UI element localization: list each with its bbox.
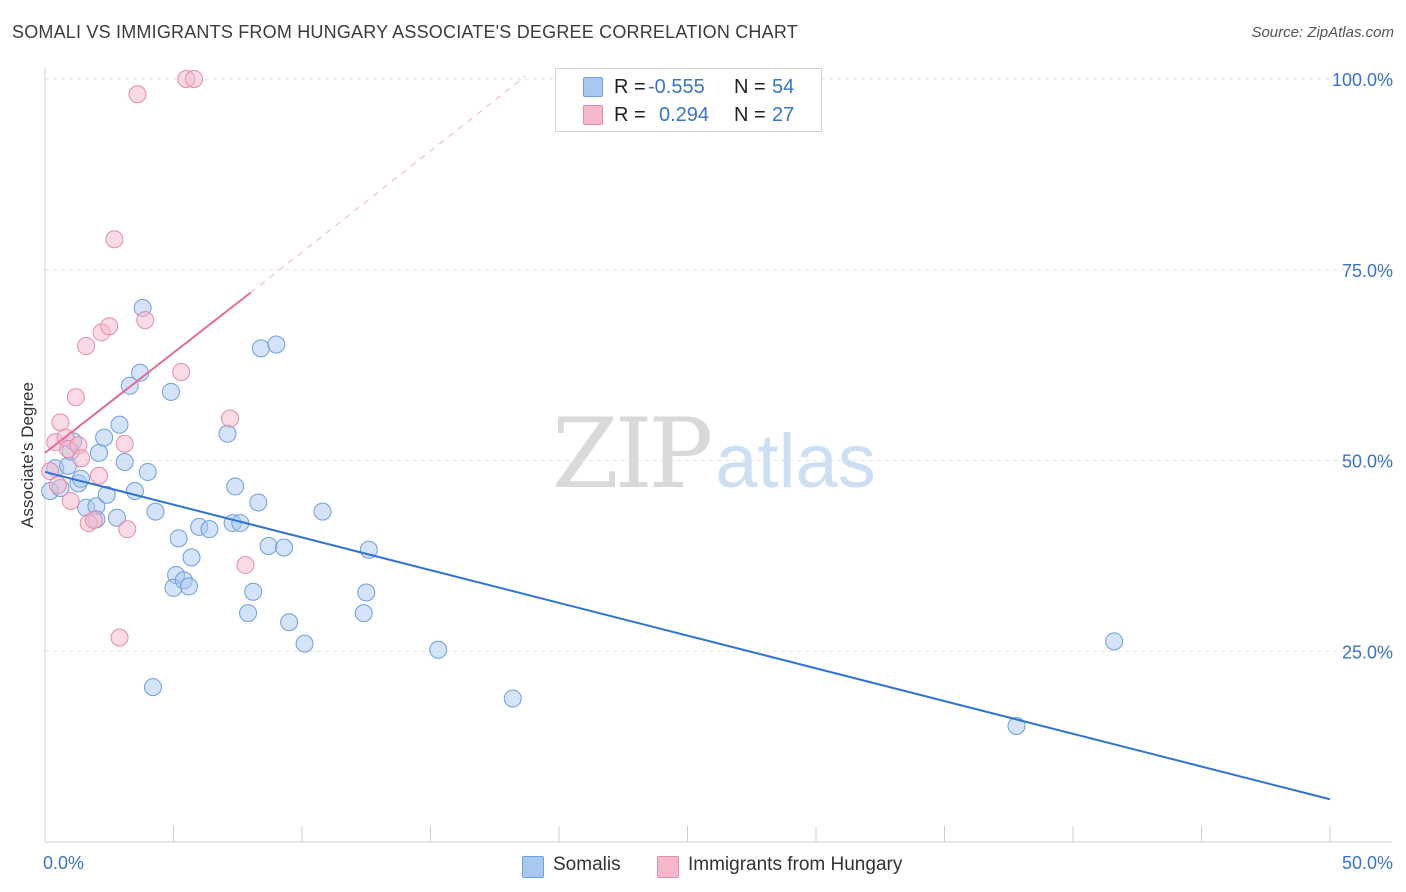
legend-label-hungary: Immigrants from Hungary <box>688 854 903 875</box>
somali-point <box>182 548 201 567</box>
legend-label-somalis: Somalis <box>553 854 621 875</box>
legend-swatch-somalis <box>522 856 544 878</box>
somali-point <box>110 415 129 434</box>
somali-point <box>249 493 268 512</box>
somali-point <box>179 577 198 596</box>
stats-n-label: N = <box>734 104 766 126</box>
hungary-point <box>236 556 255 575</box>
hungary-point <box>61 491 80 510</box>
x-tick-label-min: 0.0% <box>43 853 84 873</box>
zipatlas-watermark: ZIPatlas <box>552 398 876 510</box>
hungary-point <box>71 449 90 468</box>
stats-n-value: 27 <box>772 104 795 126</box>
somali-point <box>503 689 522 708</box>
hungary-point <box>41 462 60 481</box>
y-tick-label: 50.0% <box>1342 452 1393 472</box>
somali-point <box>239 604 258 623</box>
somali-point <box>146 502 165 521</box>
hungary-point <box>84 511 103 530</box>
somali-point <box>354 604 373 623</box>
watermark-atlas: atlas <box>715 419 876 504</box>
hungary-point <box>89 466 108 485</box>
hungary-trend-line <box>44 291 252 454</box>
hungary-trend-extension <box>250 75 526 294</box>
stats-swatch-hungary <box>583 105 603 125</box>
somali-point <box>251 339 270 358</box>
somali-point <box>95 428 114 447</box>
hungary-point <box>105 230 124 249</box>
somali-point <box>244 582 263 601</box>
somali-point <box>143 678 162 697</box>
somali-point <box>313 502 332 521</box>
stats-n-value: 54 <box>772 76 795 98</box>
somali-point <box>107 508 126 527</box>
stats-r-value: 0.294 <box>659 104 710 126</box>
y-tick-label: 75.0% <box>1342 261 1393 281</box>
hungary-point <box>221 409 240 428</box>
hungary-point <box>172 362 191 381</box>
somali-point <box>275 538 294 557</box>
somali-point <box>295 634 314 653</box>
hungary-point <box>115 434 134 453</box>
somali-point <box>267 335 286 354</box>
stats-row-hungary: R = 0.294 N = 27 <box>556 101 821 129</box>
hungary-point <box>48 475 67 494</box>
watermark-zip: ZIP <box>552 398 713 510</box>
somali-point <box>1105 632 1124 651</box>
somali-point <box>169 529 188 548</box>
hungary-point <box>66 388 85 407</box>
stats-r-label: R = <box>614 76 646 98</box>
legend-swatch-hungary <box>657 856 679 878</box>
chart-legend: Somalis Immigrants from Hungary <box>0 850 1406 880</box>
somali-point <box>226 477 245 496</box>
correlation-stats-box: R = -0.555 N = 54 R = 0.294 N = 27 <box>555 68 822 132</box>
somali-point <box>357 583 376 602</box>
stats-r-label: R = <box>614 104 646 126</box>
y-tick-label: 25.0% <box>1342 642 1393 662</box>
somali-point <box>218 424 237 443</box>
somali-trend-line <box>44 470 1331 801</box>
somali-point <box>97 485 116 504</box>
somali-point <box>138 462 157 481</box>
somali-point <box>1007 717 1026 736</box>
stats-row-somalis: R = -0.555 N = 54 <box>556 73 821 101</box>
somali-point <box>200 520 219 539</box>
source-credit: Source: ZipAtlas.com <box>1251 24 1394 41</box>
x-tick-label-max: 50.0% <box>1342 853 1393 873</box>
hungary-point <box>100 317 119 336</box>
somali-point <box>259 536 278 555</box>
hungary-point <box>118 520 137 539</box>
somali-point <box>89 443 108 462</box>
hungary-point <box>110 628 129 647</box>
stats-swatch-somalis <box>583 77 603 97</box>
somali-point <box>280 613 299 632</box>
y-axis-label: Associate's Degree <box>18 382 37 528</box>
hungary-point <box>136 311 155 330</box>
hungary-point <box>51 413 70 432</box>
chart-title: SOMALI VS IMMIGRANTS FROM HUNGARY ASSOCI… <box>12 22 798 42</box>
somali-point <box>161 382 180 401</box>
hungary-point <box>185 70 204 88</box>
somali-point <box>429 640 448 659</box>
stats-n-label: N = <box>734 76 766 98</box>
hungary-point <box>77 337 96 356</box>
stats-r-value: -0.555 <box>648 76 705 98</box>
somali-point <box>115 453 134 472</box>
hungary-point <box>128 85 147 104</box>
y-tick-label: 100.0% <box>1332 70 1393 90</box>
